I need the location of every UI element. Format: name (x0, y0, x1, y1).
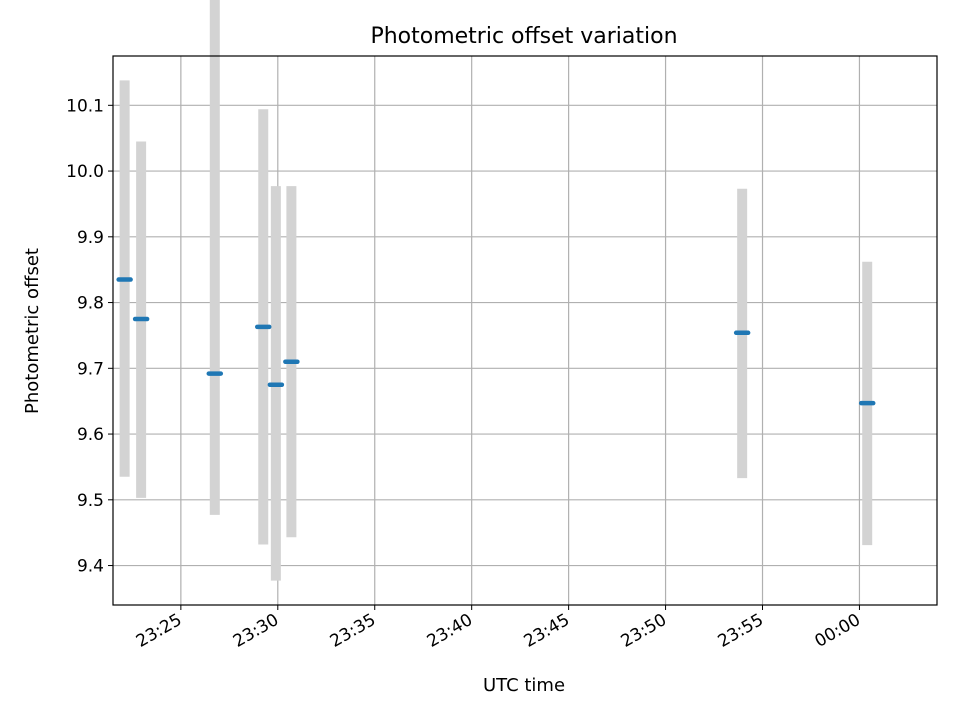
x-axis-label: UTC time (483, 675, 565, 696)
x-tick-label: 23:55 (715, 610, 767, 652)
y-tick-label: 9.6 (77, 425, 104, 445)
plot-frame (112, 55, 938, 606)
chart-title: Photometric offset variation (370, 24, 677, 49)
x-tick-label: 23:40 (424, 610, 476, 652)
markers (116, 277, 876, 406)
x-axis-ticks: 23:25 23:30 23:35 23:40 23:45 23:50 23:55 00:00 (133, 605, 864, 652)
y-tick-label: 10.1 (66, 96, 104, 116)
x-tick-label: 00:00 (812, 610, 864, 652)
x-tick-label: 23:35 (327, 610, 379, 652)
x-tick-label: 23:50 (618, 610, 670, 652)
y-tick-label: 10.0 (66, 162, 104, 182)
y-axis-ticks: 9.4 9.5 9.6 9.7 9.8 9.9 10.0 10.1 (66, 96, 113, 577)
y-tick-label: 9.8 (77, 294, 104, 314)
x-tick-label: 23:25 (133, 610, 185, 652)
x-tick-label: 23:30 (230, 610, 282, 652)
grid (113, 56, 937, 605)
x-tick-label: 23:45 (521, 610, 573, 652)
y-tick-label: 9.4 (77, 557, 104, 577)
y-axis-label: Photometric offset (22, 248, 43, 414)
y-tick-label: 9.9 (77, 228, 104, 248)
error-bars (119, 0, 873, 581)
y-tick-label: 9.5 (77, 491, 104, 511)
y-tick-label: 9.7 (77, 359, 104, 379)
